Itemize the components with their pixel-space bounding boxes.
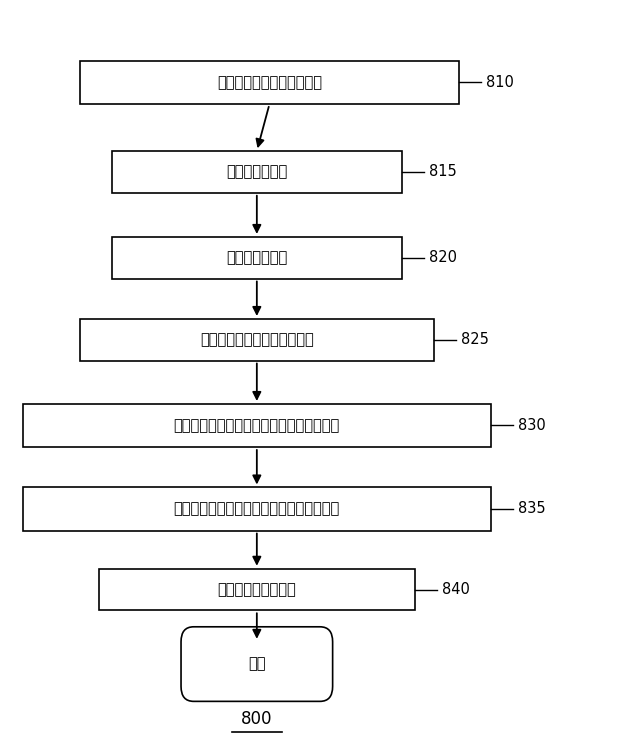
Text: 810: 810 xyxy=(486,75,514,90)
FancyBboxPatch shape xyxy=(80,319,434,360)
Text: 800: 800 xyxy=(241,710,273,728)
FancyBboxPatch shape xyxy=(111,237,402,278)
Text: 登録サーバのアドレスを特定: 登録サーバのアドレスを特定 xyxy=(200,333,314,347)
Text: 815: 815 xyxy=(429,164,457,179)
Text: 終了: 終了 xyxy=(248,657,266,672)
Text: 電気機器を設定: 電気機器を設定 xyxy=(226,164,287,179)
FancyBboxPatch shape xyxy=(23,487,490,531)
Text: 820: 820 xyxy=(429,250,457,265)
FancyBboxPatch shape xyxy=(181,627,333,701)
Text: 835: 835 xyxy=(518,501,545,516)
FancyBboxPatch shape xyxy=(80,61,459,104)
FancyBboxPatch shape xyxy=(111,151,402,193)
Text: 電気機器にアクセス: 電気機器にアクセス xyxy=(218,582,296,597)
FancyBboxPatch shape xyxy=(99,569,415,611)
Text: 電気機器に関する情報を求める要求を伝達: 電気機器に関する情報を求める要求を伝達 xyxy=(173,418,340,433)
Text: 電気機器を登録: 電気機器を登録 xyxy=(226,250,287,265)
Text: 電気機器の認証情報を提供: 電気機器の認証情報を提供 xyxy=(217,75,322,90)
Text: 840: 840 xyxy=(442,582,470,597)
Text: 830: 830 xyxy=(518,418,545,433)
Text: 電気機器に関する情報を求める要求を処理: 電気機器に関する情報を求める要求を処理 xyxy=(173,501,340,516)
FancyBboxPatch shape xyxy=(23,404,490,447)
Text: 825: 825 xyxy=(461,333,489,347)
